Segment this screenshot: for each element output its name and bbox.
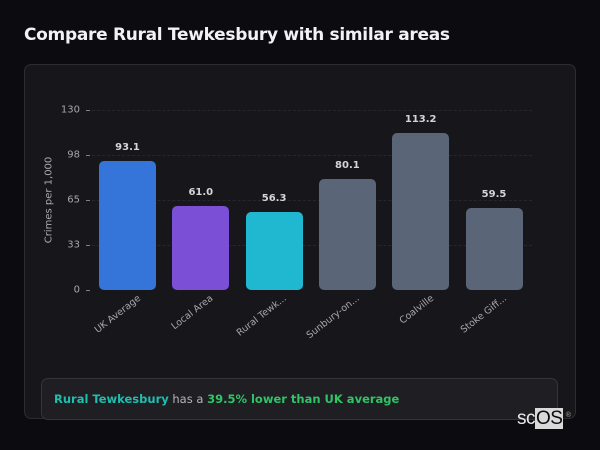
gridline [92, 245, 532, 246]
y-tick-label: 98 [67, 149, 80, 161]
bar[interactable] [99, 161, 156, 290]
y-tick-mark [86, 155, 90, 156]
y-tick-mark [86, 245, 90, 246]
bar[interactable] [245, 212, 303, 290]
bar-value-label: 61.0 [188, 186, 214, 198]
y-tick-mark [86, 200, 90, 201]
insight-box: Rural Tewkesbury has a 39.5% lower than … [41, 378, 558, 420]
y-tick-label: 33 [67, 239, 80, 251]
page-title: Compare Rural Tewkesbury with similar ar… [24, 25, 450, 45]
insight-stat: 39.5% lower than UK average [207, 392, 400, 406]
bar[interactable] [318, 179, 376, 290]
y-tick-mark [86, 290, 90, 291]
bar-value-label: 93.1 [115, 142, 140, 154]
bar-value-label: 113.2 [404, 114, 437, 126]
gridline [92, 200, 532, 201]
y-tick-label: 130 [60, 104, 80, 116]
bar[interactable] [172, 205, 230, 290]
gridline [92, 110, 532, 111]
scos-logo: scOS ® [517, 408, 571, 429]
bar-value-label: 80.1 [335, 160, 360, 172]
insight-area-name: Rural Tewkesbury [54, 392, 169, 406]
y-tick-label: 65 [67, 194, 80, 206]
y-tick-mark [86, 110, 90, 111]
gridline [92, 155, 532, 156]
insight-connector: has a [168, 392, 208, 406]
bar-value-label: 59.5 [481, 188, 507, 200]
y-tick-label: 0 [73, 284, 80, 296]
bar[interactable] [392, 133, 450, 290]
bar-value-label: 56.3 [261, 193, 287, 205]
bar[interactable] [465, 207, 523, 290]
